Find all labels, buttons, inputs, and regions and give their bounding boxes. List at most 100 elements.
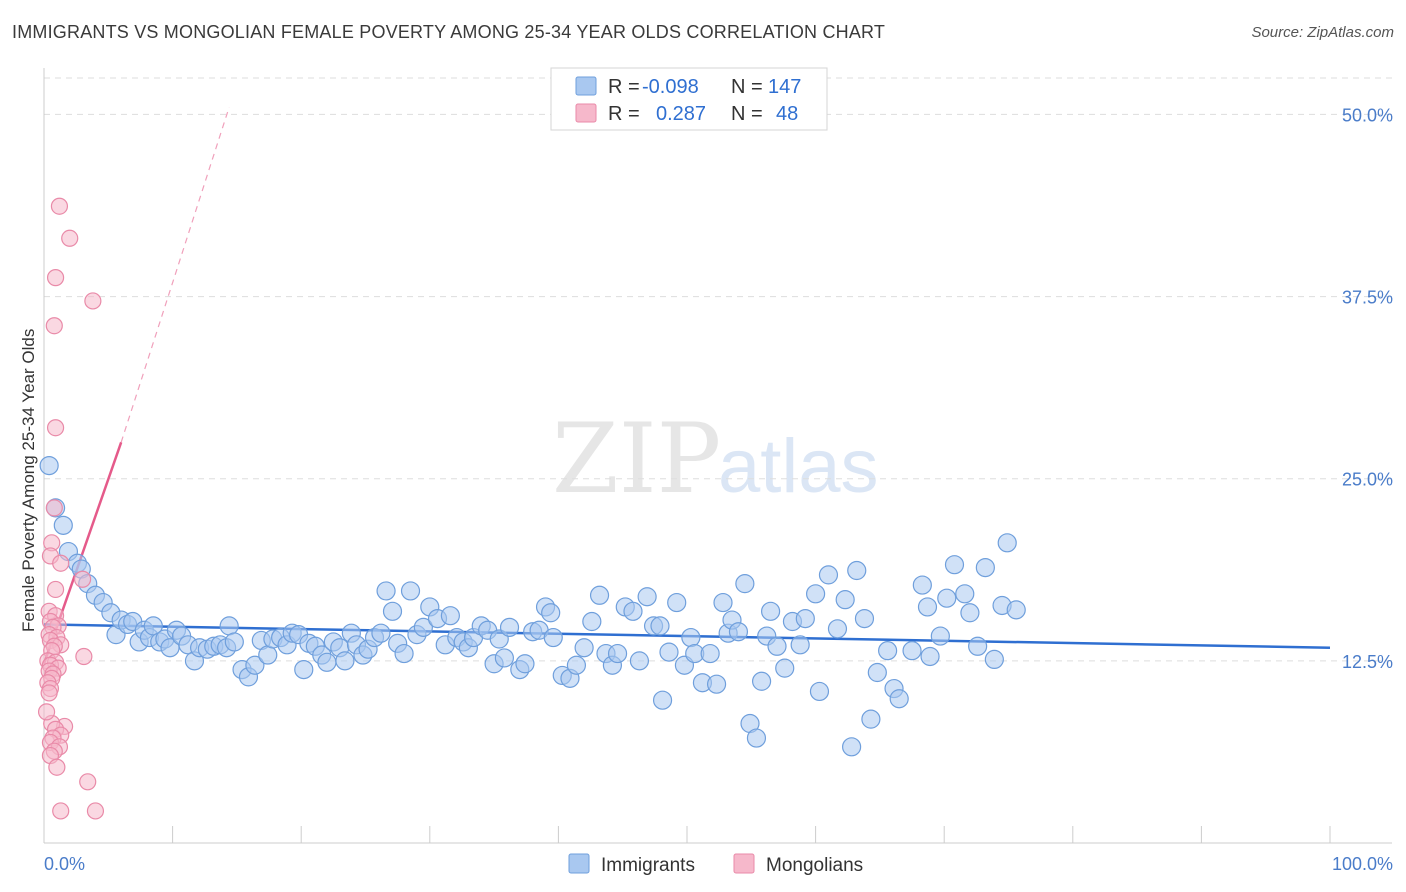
immigrants-point-88	[582, 611, 602, 632]
watermark-atlas: atlas	[718, 424, 879, 509]
mongolians-point-45	[52, 802, 70, 820]
mongolians-point-9	[52, 554, 70, 572]
legend-swatch-mongolians	[575, 103, 597, 123]
immigrants-point-95	[629, 651, 650, 671]
immigrants-point-150	[1006, 600, 1026, 620]
legend-box: R = -0.098 N = 147 R = 0.287 N = 48	[550, 67, 828, 131]
legend-n-label: N =	[731, 76, 763, 98]
immigrants-point-145	[968, 636, 988, 656]
immigrants-point-55	[371, 623, 391, 643]
bottom-legend: Immigrants Mongolians	[568, 853, 863, 876]
immigrants-point-76	[499, 617, 520, 637]
immigrants-point-111	[728, 622, 749, 642]
chart-title: IMMIGRANTS VS MONGOLIAN FEMALE POVERTY A…	[12, 22, 886, 42]
immigrants-point-143	[955, 584, 975, 604]
immigrants-point-107	[706, 674, 727, 694]
immigrants-point-100	[659, 642, 679, 662]
immigrants-point-57	[382, 601, 403, 621]
immigrants-point-49	[335, 651, 355, 671]
data-points	[37, 197, 1026, 820]
mongolians-point-10	[73, 570, 92, 588]
immigrants-point-131	[861, 709, 881, 729]
immigrants-point-112	[735, 574, 755, 594]
immigrants-point-82	[541, 603, 561, 623]
immigrants-point-87	[574, 638, 594, 658]
mongolians-point-46	[86, 802, 105, 820]
immigrants-point-122	[795, 608, 815, 629]
immigrants-point-135	[889, 689, 909, 709]
mongolians-point-5	[46, 419, 65, 437]
mongolians-point-47	[37, 703, 56, 721]
mongolians-point-23	[75, 647, 93, 666]
immigrants-point-141	[937, 588, 957, 608]
immigrants-point-108	[713, 592, 733, 613]
immigrants-point-106	[700, 643, 720, 664]
y-tick-label-3: 50.0%	[1342, 105, 1393, 125]
immigrants-point-140	[930, 626, 950, 646]
immigrants-point-34	[245, 655, 265, 675]
y-tick-label-1: 25.0%	[1342, 470, 1393, 490]
mongolians-point-44	[79, 773, 97, 791]
legend-n-label-2: N =	[731, 103, 763, 125]
immigrants-point-115	[751, 671, 772, 691]
immigrants-point-137	[912, 575, 932, 595]
bottom-legend-immigrants: Immigrants	[601, 855, 695, 876]
immigrants-point-56	[376, 581, 396, 601]
mongolians-point-11	[46, 580, 65, 599]
immigrants-point-98	[650, 616, 670, 636]
immigrants-point-114	[746, 728, 767, 748]
immigrants-point-42	[294, 659, 314, 680]
immigrants-point-66	[440, 606, 460, 626]
trend-lines	[42, 106, 1331, 665]
immigrants-point-0	[39, 456, 59, 476]
watermark-zip: ZIP	[552, 403, 721, 515]
immigrants-point-125	[818, 565, 839, 585]
immigrants-point-130	[854, 608, 875, 629]
y-axis-label: Female Poverty Among 25-34 Year Olds	[19, 329, 38, 632]
immigrants-point-96	[637, 587, 657, 607]
legend-swatch-immigrants	[575, 76, 597, 96]
legend-r-mongolians: 0.287	[656, 103, 706, 125]
immigrants-point-78	[515, 654, 535, 674]
mongolians-point-43	[48, 758, 66, 776]
legend-r-label-2: R =	[608, 103, 640, 125]
y-tick-label-2: 37.5%	[1342, 288, 1393, 308]
mongolians-trend-extension	[120, 106, 230, 443]
immigrants-point-89	[589, 585, 610, 605]
immigrants-point-123	[805, 584, 826, 604]
immigrants-point-94	[623, 601, 643, 621]
immigrants-point-75	[494, 648, 514, 668]
mongolians-point-1	[61, 229, 79, 247]
mongolians-point-2	[46, 269, 65, 287]
immigrants-point-136	[902, 641, 922, 661]
immigrants-point-101	[667, 592, 687, 613]
immigrants-point-121	[790, 635, 810, 655]
immigrants-point-124	[809, 681, 830, 702]
immigrants-point-2	[53, 515, 73, 535]
legend-r-immigrants: -0.098	[642, 76, 699, 98]
immigrants-point-128	[842, 737, 862, 757]
immigrants-point-86	[566, 655, 587, 675]
immigrants-point-146	[975, 557, 995, 578]
immigrants-point-139	[920, 646, 940, 667]
bottom-legend-swatch-immigrants	[568, 853, 590, 874]
immigrants-point-60	[400, 581, 421, 601]
x-tick-label-min: 0.0%	[44, 854, 85, 874]
immigrants-point-46	[317, 652, 337, 672]
legend-n-immigrants: 147	[768, 76, 801, 98]
mongolians-point-6	[45, 499, 63, 517]
source-label: Source: ZipAtlas.com	[1251, 24, 1394, 41]
immigrants-point-103	[681, 627, 701, 648]
immigrants-point-133	[878, 641, 898, 661]
immigrants-point-99	[652, 690, 673, 710]
immigrants-point-138	[917, 597, 938, 617]
immigrants-point-119	[775, 658, 795, 678]
immigrants-point-83	[543, 627, 563, 648]
immigrants-point-36	[258, 645, 278, 665]
immigrants-point-129	[847, 560, 867, 581]
mongolians-point-4	[45, 317, 63, 335]
immigrants-point-62	[413, 617, 433, 637]
x-tick-label-max: 100.0%	[1332, 854, 1393, 874]
legend-n-mongolians: 48	[776, 103, 798, 125]
tick-labels: 12.5% 25.0% 37.5% 50.0% 0.0% 100.0%	[44, 105, 1393, 874]
